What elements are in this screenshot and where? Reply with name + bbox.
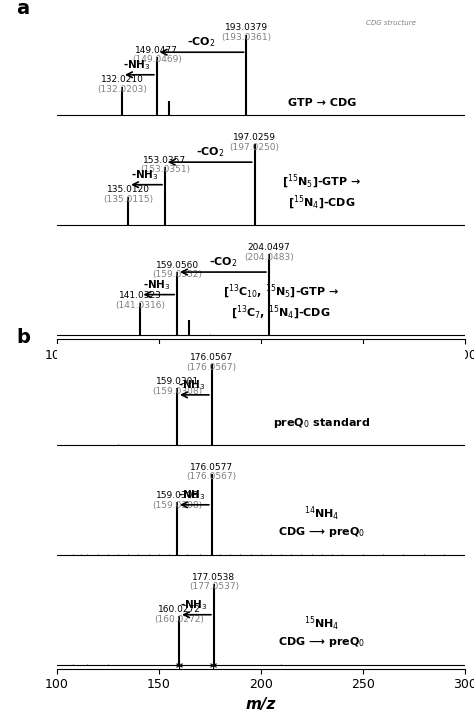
Text: (149.0469): (149.0469) bbox=[132, 55, 182, 64]
Text: 149.0477: 149.0477 bbox=[135, 45, 178, 55]
Text: (132.0203): (132.0203) bbox=[97, 85, 147, 94]
Text: (141.0316): (141.0316) bbox=[116, 301, 165, 310]
Text: *: * bbox=[175, 661, 183, 674]
Text: (135.0115): (135.0115) bbox=[103, 195, 153, 204]
X-axis label: m/z: m/z bbox=[246, 697, 276, 712]
Text: -CO$_2$: -CO$_2$ bbox=[209, 255, 237, 269]
Text: 141.0323: 141.0323 bbox=[119, 291, 162, 301]
Text: -CO$_2$: -CO$_2$ bbox=[187, 35, 216, 49]
Text: (176.0567): (176.0567) bbox=[187, 362, 237, 372]
Text: 159.0560: 159.0560 bbox=[155, 261, 199, 270]
Text: 176.0577: 176.0577 bbox=[190, 463, 233, 472]
Text: (159.0308): (159.0308) bbox=[152, 500, 202, 510]
Text: CDG structure: CDG structure bbox=[366, 19, 416, 26]
Text: 176.0567: 176.0567 bbox=[190, 353, 233, 362]
Text: 159.0301: 159.0301 bbox=[155, 377, 199, 386]
Text: -NH$_3$: -NH$_3$ bbox=[178, 489, 206, 503]
Text: (197.0250): (197.0250) bbox=[229, 142, 280, 152]
Text: 132.0210: 132.0210 bbox=[100, 75, 144, 84]
Text: -NH$_3$: -NH$_3$ bbox=[178, 379, 206, 393]
Text: 193.0379: 193.0379 bbox=[225, 23, 268, 32]
Text: (177.0537): (177.0537) bbox=[189, 582, 239, 591]
Text: (153.0351): (153.0351) bbox=[140, 165, 190, 174]
Text: preQ$_0$ standard: preQ$_0$ standard bbox=[273, 416, 370, 430]
Text: $^{14}$NH$_4$
CDG ⟶ preQ$_0$: $^{14}$NH$_4$ CDG ⟶ preQ$_0$ bbox=[278, 505, 365, 539]
Text: $^{15}$NH$_4$
CDG ⟶ preQ$_0$: $^{15}$NH$_4$ CDG ⟶ preQ$_0$ bbox=[278, 615, 365, 649]
Text: *: * bbox=[210, 661, 218, 674]
Text: -NH$_3$: -NH$_3$ bbox=[131, 168, 159, 183]
Text: (159.0552): (159.0552) bbox=[152, 270, 202, 279]
Text: (176.0567): (176.0567) bbox=[187, 472, 237, 482]
Text: 177.0538: 177.0538 bbox=[192, 573, 236, 582]
Text: 135.0120: 135.0120 bbox=[107, 186, 150, 194]
Text: a: a bbox=[16, 0, 29, 18]
Text: 159.0308: 159.0308 bbox=[155, 491, 199, 500]
Text: 160.0272: 160.0272 bbox=[158, 605, 201, 614]
Text: 153.0357: 153.0357 bbox=[143, 155, 186, 165]
X-axis label: m/z: m/z bbox=[246, 367, 276, 383]
Text: [$^{15}$N$_5$]-GTP →
[$^{15}$N$_4$]-CDG: [$^{15}$N$_5$]-GTP → [$^{15}$N$_4$]-CDG bbox=[282, 173, 362, 211]
Text: (159.0308): (159.0308) bbox=[152, 387, 202, 395]
Text: -NH$_3$: -NH$_3$ bbox=[123, 58, 151, 73]
Text: (160.0272): (160.0272) bbox=[154, 615, 204, 623]
Text: 197.0259: 197.0259 bbox=[233, 133, 276, 142]
Text: (204.0483): (204.0483) bbox=[244, 252, 294, 262]
Text: -NH$_3$: -NH$_3$ bbox=[180, 598, 208, 613]
Text: GTP → CDG: GTP → CDG bbox=[288, 99, 356, 109]
Text: 204.0497: 204.0497 bbox=[247, 243, 290, 252]
Text: (193.0361): (193.0361) bbox=[221, 33, 272, 42]
Text: [$^{13}$C$_{10}$, $^{15}$N$_5$]-GTP →
[$^{13}$C$_7$, $^{15}$N$_4$]-CDG: [$^{13}$C$_{10}$, $^{15}$N$_5$]-GTP → [$… bbox=[223, 283, 339, 321]
Text: -CO$_2$: -CO$_2$ bbox=[195, 145, 224, 159]
Text: -NH$_3$: -NH$_3$ bbox=[144, 278, 171, 292]
Text: b: b bbox=[16, 329, 30, 347]
